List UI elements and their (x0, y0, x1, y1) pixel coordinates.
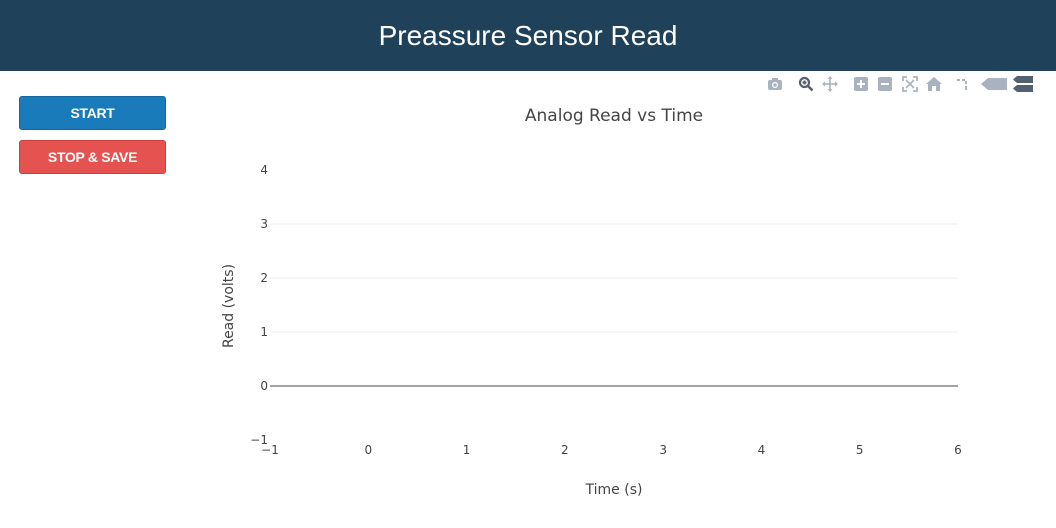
reset-axes-icon[interactable] (925, 74, 943, 94)
chart-title: Analog Read vs Time (525, 106, 703, 126)
autoscale-icon[interactable] (901, 74, 919, 94)
x-tick-label: −1 (261, 443, 279, 457)
x-axis-title: Time (s) (585, 482, 643, 498)
app-header: Preassure Sensor Read (0, 0, 1056, 71)
y-axis-title: Read (volts) (221, 264, 237, 348)
start-button[interactable]: START (19, 96, 166, 130)
x-tick-label: 6 (954, 443, 962, 457)
y-axis-ticks: −1 0 1 2 3 4 (250, 163, 268, 447)
chart-modebar (760, 74, 1050, 94)
y-tick-label: −1 (250, 433, 268, 447)
x-tick-label: 0 (364, 443, 372, 457)
x-tick-label: 5 (856, 443, 864, 457)
x-axis-ticks: −1 0 1 2 3 4 5 6 (261, 443, 962, 457)
x-tick-label: 3 (659, 443, 667, 457)
x-tick-label: 1 (463, 443, 471, 457)
zoom-icon[interactable] (797, 74, 815, 94)
zoom-out-icon[interactable] (877, 74, 893, 94)
camera-icon[interactable] (766, 74, 784, 94)
y-tick-label: 3 (260, 217, 268, 231)
y-tick-label: 2 (260, 271, 268, 285)
y-tick-label: 4 (260, 163, 268, 177)
grid-lines (270, 223, 958, 333)
x-tick-label: 4 (758, 443, 766, 457)
zoom-in-icon[interactable] (853, 74, 869, 94)
stop-save-button[interactable]: STOP & SAVE (19, 140, 166, 174)
page-title: Preassure Sensor Read (378, 19, 678, 51)
y-tick-label: 1 (260, 325, 268, 339)
hover-compare-icon[interactable] (1012, 74, 1034, 94)
pan-icon[interactable] (821, 74, 839, 94)
y-tick-label: 0 (260, 379, 268, 393)
hover-closest-icon[interactable] (980, 74, 1008, 94)
spike-lines-icon[interactable] (954, 74, 970, 94)
x-tick-label: 2 (561, 443, 569, 457)
